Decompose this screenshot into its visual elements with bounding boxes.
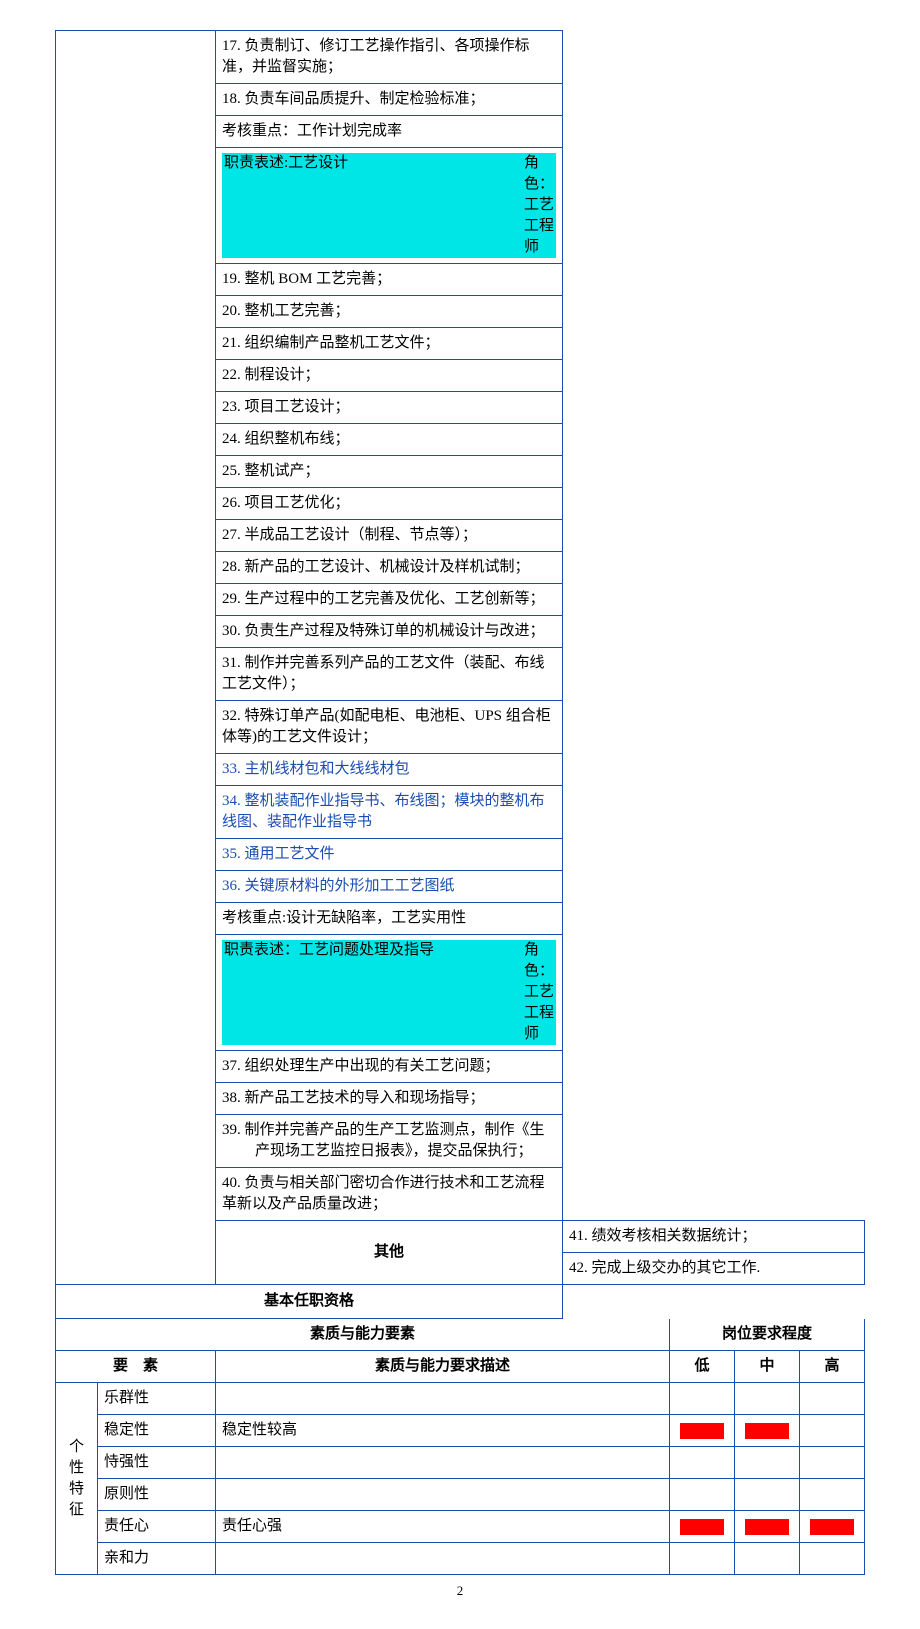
- duty-item: 31. 制作并完善系列产品的工艺文件（装配、布线工艺文件）；: [216, 648, 563, 701]
- trait-cell: 亲和力: [98, 1543, 216, 1575]
- level-mid: [735, 1447, 800, 1479]
- trait-desc: [216, 1383, 670, 1415]
- trait-cell: 乐群性: [98, 1383, 216, 1415]
- trait-desc: [216, 1543, 670, 1575]
- level-high: [800, 1543, 865, 1575]
- trait-cell: 稳定性: [98, 1415, 216, 1447]
- col-high: 高: [800, 1351, 865, 1383]
- trait-cell: 恃强性: [98, 1447, 216, 1479]
- other-label: 其他: [216, 1221, 563, 1285]
- duty-item: 20. 整机工艺完善；: [216, 296, 563, 328]
- duty-item: 18. 负责车间品质提升、制定检验标准；: [216, 84, 563, 116]
- level-marker: [680, 1519, 724, 1535]
- duty-check: 考核重点:设计无缺陷率，工艺实用性: [216, 903, 563, 935]
- duty-item: 37. 组织处理生产中出现的有关工艺问题；: [216, 1051, 563, 1083]
- role-label: 职责表述:工艺设计: [222, 153, 522, 258]
- duties-category-cell: [56, 31, 216, 1285]
- level-mid: [735, 1479, 800, 1511]
- trait-desc: [216, 1447, 670, 1479]
- duty-item: 30. 负责生产过程及特殊订单的机械设计与改进；: [216, 616, 563, 648]
- trait-desc: [216, 1479, 670, 1511]
- col-desc: 素质与能力要求描述: [216, 1351, 670, 1383]
- col-mid: 中: [735, 1351, 800, 1383]
- duty-item-blue: 34. 整机装配作业指导书、布线图；模块的整机布线图、装配作业指导书: [216, 786, 563, 839]
- duty-item: 27. 半成品工艺设计（制程、节点等）；: [216, 520, 563, 552]
- duty-check: 考核重点：工作计划完成率: [216, 116, 563, 148]
- level-high: [800, 1479, 865, 1511]
- duty-item: 42. 完成上级交办的其它工作.: [563, 1253, 865, 1285]
- duty-item: 19. 整机 BOM 工艺完善；: [216, 264, 563, 296]
- duty-role-header: 职责表述:工艺设计 角色：工艺工程师: [216, 148, 563, 264]
- duty-item-blue: 36. 关键原材料的外形加工工艺图纸: [216, 871, 563, 903]
- role-name: 角色：工艺工程师: [522, 940, 556, 1045]
- duty-item-blue: 35. 通用工艺文件: [216, 839, 563, 871]
- col-low: 低: [670, 1351, 735, 1383]
- duties-table: 17. 负责制订、修订工艺操作指引、各项操作标准，并监督实施； 18. 负责车间…: [55, 30, 865, 1319]
- level-marker: [745, 1519, 789, 1535]
- level-mid: [735, 1511, 800, 1543]
- duty-item: 38. 新产品工艺技术的导入和现场指导；: [216, 1083, 563, 1115]
- trait-cell: 责任心: [98, 1511, 216, 1543]
- duty-item: 24. 组织整机布线；: [216, 424, 563, 456]
- duty-item: 25. 整机试产；: [216, 456, 563, 488]
- level-high: [800, 1447, 865, 1479]
- qualification-table: 素质与能力要素 岗位要求程度 要 素 素质与能力要求描述 低 中 高 个性特征乐…: [55, 1319, 865, 1575]
- trait-desc: 稳定性较高: [216, 1415, 670, 1447]
- role-name: 角色：工艺工程师: [522, 153, 556, 258]
- page-number: 2: [55, 1583, 865, 1599]
- duty-item: 17. 负责制订、修订工艺操作指引、各项操作标准，并监督实施；: [216, 31, 563, 84]
- duty-item: 29. 生产过程中的工艺完善及优化、工艺创新等；: [216, 584, 563, 616]
- level-marker: [745, 1423, 789, 1439]
- duty-item: 28. 新产品的工艺设计、机械设计及样机试制；: [216, 552, 563, 584]
- trait-cell: 原则性: [98, 1479, 216, 1511]
- col-level: 岗位要求程度: [670, 1319, 865, 1351]
- duty-item: 23. 项目工艺设计；: [216, 392, 563, 424]
- level-marker: [810, 1519, 854, 1535]
- level-mid: [735, 1415, 800, 1447]
- role-label: 职责表述：工艺问题处理及指导: [222, 940, 522, 1045]
- level-mid: [735, 1543, 800, 1575]
- category-cell: 个性特征: [56, 1383, 98, 1575]
- level-high: [800, 1511, 865, 1543]
- level-mid: [735, 1383, 800, 1415]
- duty-item-blue: 33. 主机线材包和大线线材包: [216, 754, 563, 786]
- duty-item: 21. 组织编制产品整机工艺文件；: [216, 328, 563, 360]
- duty-role-header: 职责表述：工艺问题处理及指导 角色：工艺工程师: [216, 935, 563, 1051]
- level-high: [800, 1383, 865, 1415]
- level-low: [670, 1447, 735, 1479]
- level-low: [670, 1479, 735, 1511]
- level-low: [670, 1415, 735, 1447]
- col-quality: 素质与能力要素: [56, 1319, 670, 1351]
- level-high: [800, 1415, 865, 1447]
- duty-item: 32. 特殊订单产品(如配电柜、电池柜、UPS 组合柜体等)的工艺文件设计；: [216, 701, 563, 754]
- level-low: [670, 1383, 735, 1415]
- col-element: 要 素: [56, 1351, 216, 1383]
- level-low: [670, 1511, 735, 1543]
- level-low: [670, 1543, 735, 1575]
- level-marker: [680, 1423, 724, 1439]
- trait-desc: 责任心强: [216, 1511, 670, 1543]
- duty-item: 22. 制程设计；: [216, 360, 563, 392]
- duty-item: 40. 负责与相关部门密切合作进行技术和工艺流程革新以及产品质量改进；: [216, 1168, 563, 1221]
- duty-item: 26. 项目工艺优化；: [216, 488, 563, 520]
- duty-item: 39. 制作并完善产品的生产工艺监测点，制作《生产现场工艺监控日报表》，提交品保…: [216, 1115, 563, 1168]
- duty-item: 41. 绩效考核相关数据统计；: [563, 1221, 865, 1253]
